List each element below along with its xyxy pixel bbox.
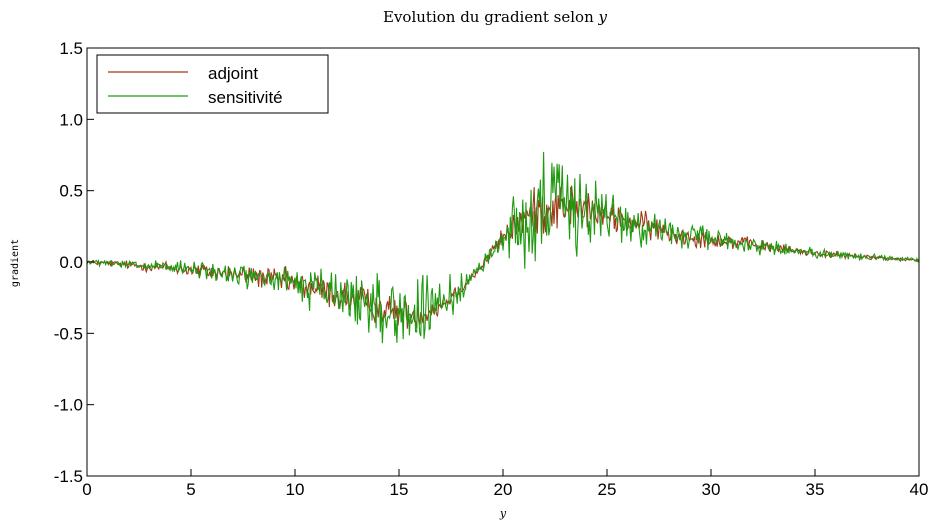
x-tick-label: 0: [82, 480, 91, 499]
y-tick-label: -1.5: [54, 467, 83, 486]
y-tick-label: 1.0: [59, 110, 83, 129]
ticks-layer: 0 5 10 15 20 25 30 35 40 1.5 1.0 0.5 0.0 -0.5 -1.0 -1.5: [54, 39, 929, 499]
y-axis-label: gradient: [10, 239, 21, 287]
series-line-sensitivite: [86, 151, 920, 344]
x-tick-label: 30: [702, 480, 721, 499]
legend-box: [96, 54, 329, 114]
x-tick-label: 35: [806, 480, 825, 499]
x-tick-label: 10: [286, 480, 305, 499]
y-tick-label: 0.0: [59, 253, 83, 272]
series-layer: [86, 151, 920, 344]
x-axis-label: y: [499, 507, 507, 520]
series-line-adjoint: [86, 185, 920, 329]
y-tick-label: 0.5: [59, 182, 83, 201]
y-tick-label: -1.0: [54, 396, 83, 415]
chart-title: Evolution du gradient selon y: [383, 8, 608, 26]
x-tick-label: 20: [494, 480, 513, 499]
x-tick-label: 40: [910, 480, 929, 499]
x-tick-label: 5: [186, 480, 195, 499]
y-tick-label: -0.5: [54, 324, 83, 343]
y-tick-label: 1.5: [59, 39, 83, 58]
legend-label-sensitivite: sensitivité: [208, 88, 283, 107]
x-tick-label: 15: [390, 480, 409, 499]
legend-label-adjoint: adjoint: [208, 64, 258, 83]
legend: adjoint sensitivité: [96, 54, 329, 114]
x-tick-label: 25: [598, 480, 617, 499]
